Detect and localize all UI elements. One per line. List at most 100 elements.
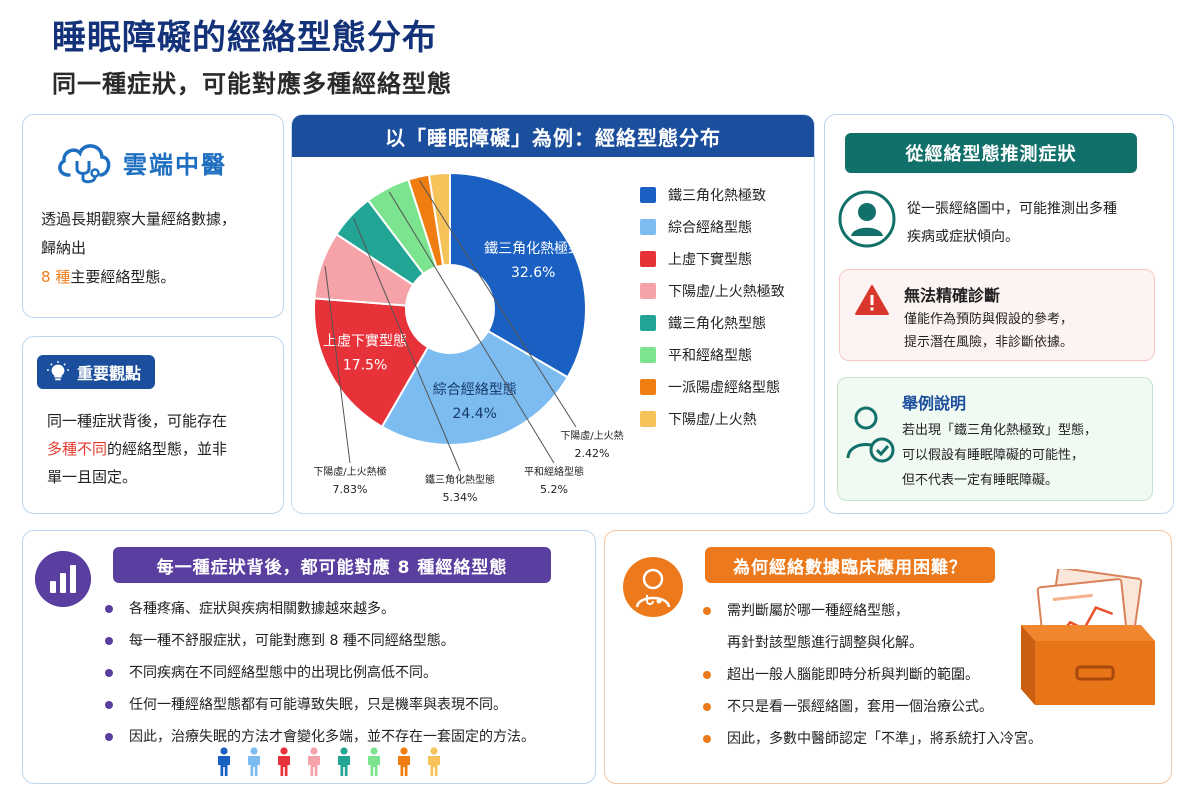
example-title: 舉例說明 [902,394,967,413]
intro-count: 8 種 [41,268,71,286]
legend-item: 綜合經絡型態 [640,217,752,237]
pie-label: 上虛下實型態 17.5% [323,333,407,374]
pie-label: 鐵三角化熱極致 32.6% [484,240,582,281]
pie-slice [313,297,430,429]
legend-label: 鐵三角化熱型態 [668,316,766,332]
pie-label-name: 鐵三角化熱極致 [484,240,582,257]
insight-badge: 重要觀點 [37,355,156,389]
example-line-3: 但不代表一定有睡眠障礙。 [902,473,1059,488]
pie-label: 平和經絡型態 5.2% [524,465,584,496]
insight-card: 重要觀點 同一種症狀背後，可能存在 多種不同的經絡型態，並非 單一且固定。 [22,336,284,514]
list-item-text: 因此，治療失眠的方法才會變化多端，並不存在一套固定的方法。 [129,729,535,745]
legend-item: 下陽虛/上火熱極致 [640,281,785,301]
clinical-difficulty-list: 需判斷屬於哪一種經絡型態， 再針對該型態進行調整與化解。超出一般人腦能即時分析與判… [701,595,1042,755]
pie-label: 下陽虛/上火熱極 7.83% [313,465,386,496]
list-item: 需判斷屬於哪一種經絡型態， [701,595,1042,627]
clinical-difficulty-card: 為何經絡數據臨床應用困難？ 需判斷屬於哪一種經絡型態， 再針對該型態進行調整與化解… [604,530,1172,784]
pie-leader-line [353,218,461,472]
legend-swatch [640,251,656,267]
legend-swatch [640,347,656,363]
page-title: 睡眠障礙的經絡型態分布 [52,18,437,58]
legend-swatch [640,187,656,203]
legend-label: 下陽虛/上火熱極致 [668,284,785,300]
people-row [213,747,445,777]
insight-line-2-rest: 的經絡型態，並非 [107,440,228,458]
insight-highlight: 多種不同 [47,440,108,458]
user-icon [838,190,896,248]
person-icon [338,747,350,776]
insight-line-2: 多種不同的經絡型態，並非 [47,435,275,463]
pie-label: 綜合經絡型態 24.4% [433,382,517,422]
intro-line-3: 8 種主要經絡型態。 [41,263,271,292]
inference-line-1: 從一張經絡圖中，可能推測出多種 [907,201,1117,217]
warning-icon [855,285,889,315]
legend-label: 平和經絡型態 [668,348,752,364]
list-item: 因此，多數中醫師認定「不準」，將系統打入冷宮。 [701,723,1042,755]
doctor-icon [623,557,683,617]
symptom-mapping-title: 每一種症狀背後，都可能對應 8 種經絡型態 [113,547,551,583]
pie-label-value: 32.6% [511,265,555,281]
insight-text: 同一種症狀背後，可能存在 多種不同的經絡型態，並非 單一且固定。 [47,407,275,491]
chart-card: 以「睡眠障礙」為例：經絡型態分布 鐵三角化熱極致 32.6% 綜合經絡型態 24.4%… [291,114,815,514]
list-item: 各種疼痛、症狀與疾病相關數據越來越多。 [103,593,535,625]
insight-line-1: 同一種症狀背後，可能存在 [47,412,228,430]
pie-label-name: 綜合經絡型態 [433,382,517,398]
pie-slice [380,329,570,446]
bullet-dot [105,733,113,741]
list-item-text: 每一種不舒服症狀，可能對應到 8 種不同經絡型態。 [129,633,455,649]
warning-line-2: 提示潛在風險，非診斷依據。 [904,335,1074,350]
intro-text: 透過長期觀察大量經絡數據， 歸納出 8 種主要經絡型態。 [41,205,271,292]
person-icon [248,747,260,776]
bullet-dot [703,703,711,711]
legend-swatch [640,219,656,235]
person-icon [218,747,230,776]
legend-item: 一派陽虛經絡型態 [640,377,780,397]
pie-leader-line [324,266,351,464]
legend-swatch [640,379,656,395]
pie-label-value: 24.4% [453,406,497,422]
list-item-text: 因此，多數中醫師認定「不準」，將系統打入冷宮。 [727,731,1042,747]
pie-label-value: 2.42% [575,447,610,460]
list-item: 不同疾病在不同經絡型態中的出現比例高低不同。 [103,657,535,689]
pie-label: 鐵三角化熱型態 5.34% [425,473,495,504]
symptom-mapping-card: 每一種症狀背後，都可能對應 8 種經絡型態 各種疼痛、症狀與疾病相關數據越來越多… [22,530,596,784]
pie-label-name: 下陽虛/上火熱極 [313,465,386,478]
insight-line-3: 單一且固定。 [47,468,138,486]
list-item-text: 超出一般人腦能即時分析與判斷的範圍。 [727,667,979,683]
bullet-dot [105,701,113,709]
list-item: 每一種不舒服症狀，可能對應到 8 種不同經絡型態。 [103,625,535,657]
pie-leader-line [388,191,555,464]
logo-card: 雲端中醫 透過長期觀察大量經絡數據， 歸納出 8 種主要經絡型態。 [22,114,284,318]
list-item-text: 各種疼痛、症狀與疾病相關數據越來越多。 [129,601,395,617]
pie-leader-line [419,180,577,428]
insight-badge-label: 重要觀點 [77,364,142,383]
person-icon [368,747,380,776]
donut-chart: 鐵三角化熱極致 32.6% 綜合經絡型態 24.4% 上虛下實型態 17.5% 下陽虛/上火… [313,171,624,504]
pie-label-value: 5.34% [443,491,478,504]
person-icon [428,747,440,776]
symptom-inference-card: 從經絡型態推測症狀 從一張經絡圖中，可能推測出多種 疾病或症狀傾向。 無法精確診… [824,114,1174,514]
list-item: 超出一般人腦能即時分析與判斷的範圍。 [701,659,1042,691]
legend-label: 下陽虛/上火熱 [668,412,757,428]
patient-check-icon [846,406,895,463]
cloud-stethoscope-icon [58,144,111,184]
bullet-dot [703,607,711,615]
bullet-dot [703,735,711,743]
warning-box: 無法精確診斷 僅能作為預防與假設的參考， 提示潛在風險，非診斷依據。 [839,269,1155,361]
pie-label-name: 鐵三角化熱型態 [425,473,495,486]
list-item-text: 任何一種經絡型態都有可能導致失眠，只是機率與表現不同。 [129,697,507,713]
list-item: 因此，治療失眠的方法才會變化多端，並不存在一套固定的方法。 [103,721,535,753]
legend-swatch [640,283,656,299]
intro-line-2: 歸納出 [41,239,87,257]
bullet-dot [105,605,113,613]
person-icon [308,747,320,776]
pie-label-name: 下陽虛/上火熱 [560,429,623,442]
legend-item: 上虛下實型態 [640,249,752,269]
symptom-mapping-list: 各種疼痛、症狀與疾病相關數據越來越多。每一種不舒服症狀，可能對應到 8 種不同經… [103,593,535,753]
bullet-dot [703,671,711,679]
chart-title: 以「睡眠障礙」為例：經絡型態分布 [292,115,814,157]
pie-label-value: 5.2% [540,483,568,496]
legend-label: 鐵三角化熱極致 [668,188,766,204]
list-item: 再針對該型態進行調整與化解。 [701,627,1042,659]
